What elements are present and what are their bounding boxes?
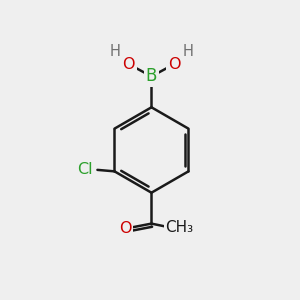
Text: H: H	[110, 44, 121, 59]
Text: Cl: Cl	[77, 162, 93, 177]
Text: B: B	[146, 68, 157, 85]
Text: O: O	[168, 56, 181, 71]
Text: O: O	[122, 56, 135, 71]
Text: O: O	[119, 220, 131, 236]
Text: CH₃: CH₃	[165, 220, 194, 235]
Text: H: H	[182, 44, 193, 59]
